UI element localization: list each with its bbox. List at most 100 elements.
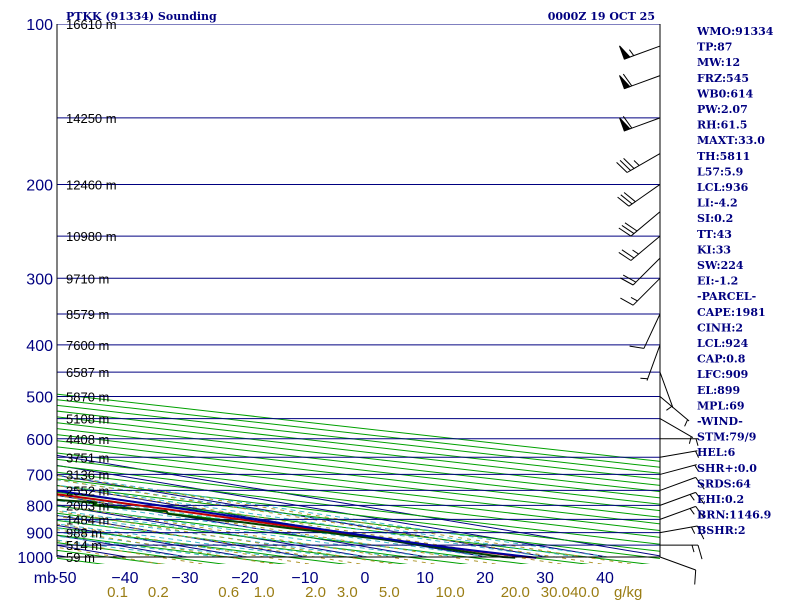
pressure-tick-label: 200 [26, 177, 53, 194]
wind-barb [620, 277, 661, 306]
index-label: TT:43 [697, 228, 732, 241]
dry-adiabat [57, 428, 660, 499]
mixing-ratio-tick-label: 0.1 [107, 584, 128, 600]
dry-adiabat [57, 458, 660, 532]
dry-adiabat [57, 434, 660, 505]
mixing-ratio-line [57, 515, 364, 564]
parcel-profile [57, 489, 537, 559]
index-label: PW:2.07 [697, 103, 748, 116]
wind-barb [629, 313, 661, 349]
dry-adiabat [57, 471, 660, 545]
index-label: -PARCEL- [697, 290, 756, 303]
moist-adiabat [57, 519, 338, 558]
pressure-axis: 100 200 300 400 500 600 700 800 900 1000 [17, 17, 53, 567]
dry-adiabat [57, 534, 287, 564]
dry-adiabat [57, 404, 660, 474]
height-level-label: 3136 m [66, 467, 109, 482]
pressure-tick-label: 700 [26, 467, 53, 484]
mixing-ratio-line [57, 529, 277, 564]
dry-adiabat [57, 446, 660, 518]
index-label: L57:5.9 [697, 165, 743, 178]
mixing-ratio-line [57, 479, 605, 564]
index-label: -WIND- [697, 415, 743, 428]
index-label: MPL:69 [697, 399, 745, 412]
index-label: SI:0.2 [697, 212, 733, 225]
pressure-tick-label: 1000 [17, 550, 53, 567]
index-label: RH:61.5 [697, 119, 747, 132]
wind-barb [659, 450, 700, 458]
mixing-ratio-tick-label: 10.0 [435, 584, 464, 600]
index-label: EHI:0.2 [697, 493, 744, 506]
height-level-label: 5870 m [66, 390, 109, 405]
temperature-tick-label: 10 [416, 570, 434, 587]
moist-adiabat [57, 479, 578, 558]
height-level-label: 59 m [66, 550, 95, 565]
wind-barb [619, 73, 661, 90]
height-labels: 16610 m 14250 m 12460 m 10980 m 9710 m 8579 m… [66, 17, 117, 565]
pressure-tick-label: 600 [26, 432, 53, 449]
dry-adiabat [57, 410, 660, 480]
temperature-tick-label: −10 [291, 570, 318, 587]
height-level-label: 10980 m [66, 229, 117, 244]
wind-barb [620, 257, 661, 286]
mixing-ratio-axis: 0.1 0.2 0.6 1.0 2.0 3.0 5.0 10.0 20.0 30.0 40.0 [107, 584, 599, 600]
wind-barb [640, 344, 661, 381]
height-level-label: 8579 m [66, 307, 109, 322]
mixing-ratio-line [57, 510, 396, 564]
mixing-ratio-tick-label: 5.0 [379, 584, 400, 600]
dry-adiabat [57, 478, 660, 552]
dry-adiabat [57, 422, 660, 493]
height-level-label: 12460 m [66, 177, 117, 192]
height-level-label: 3751 m [66, 450, 109, 465]
pressure-tick-label: 500 [26, 390, 53, 407]
index-label: CAPE:1981 [697, 306, 766, 319]
index-label: SHR+:0.0 [697, 462, 757, 475]
index-label: LI:-4.2 [697, 197, 738, 210]
height-level-label: 1484 m [66, 512, 109, 527]
index-label: EL:899 [697, 384, 740, 397]
wind-barb [659, 418, 694, 444]
pressure-tick-label: 900 [26, 526, 53, 543]
index-label: WMO:91334 [696, 25, 774, 38]
wind-barb [659, 371, 674, 411]
wind-barb [659, 396, 690, 427]
mixing-ratio-line [57, 540, 206, 564]
wind-barb [619, 116, 661, 132]
chart-time: 0000Z 19 OCT 25 [548, 10, 655, 23]
dry-adiabat [57, 399, 660, 468]
index-label: LFC:909 [697, 368, 748, 381]
dry-adiabat [57, 505, 530, 564]
temperature-tick-label: 20 [476, 570, 494, 587]
dry-adiabat [57, 416, 660, 486]
index-label: TP:87 [697, 41, 732, 54]
dry-adiabat [57, 393, 660, 462]
sounding-profiles [57, 489, 537, 559]
mixing-ratio-tick-label: 1.0 [254, 584, 275, 600]
mixing-ratio-line [57, 494, 499, 564]
moist-adiabat [57, 484, 548, 558]
index-label: CAP:0.8 [697, 353, 746, 366]
index-label: HEL:6 [697, 446, 736, 459]
dewpoint-profile [57, 498, 516, 559]
plot-frame [56, 24, 661, 558]
index-label: FRZ:545 [697, 72, 749, 85]
dry-adiabat [57, 542, 227, 564]
mixing-ratio-tick-label: 0.6 [218, 584, 239, 600]
height-level-label: 514 m [66, 538, 102, 553]
index-label: MAXT:33.0 [697, 134, 765, 147]
temperature-tick-label: −20 [231, 570, 258, 587]
index-label: SRDS:64 [697, 477, 751, 490]
height-level-label: 6587 m [66, 365, 109, 380]
height-level-label: 4408 m [66, 432, 109, 447]
chart-title: PTKK (91334) Sounding [66, 10, 217, 23]
index-label: LCL:936 [697, 181, 749, 194]
temperature-axis: -50 −40 −30 −20 −10 0 10 20 30 40 [53, 570, 614, 587]
dry-adiabat [57, 465, 660, 538]
index-label: KI:33 [697, 243, 731, 256]
dry-adiabat [57, 512, 469, 564]
wind-barb [618, 235, 661, 261]
mixing-ratio-tick-label: 40.0 [570, 584, 599, 600]
wind-barb [659, 525, 705, 540]
temperature-tick-label: 40 [596, 570, 614, 587]
